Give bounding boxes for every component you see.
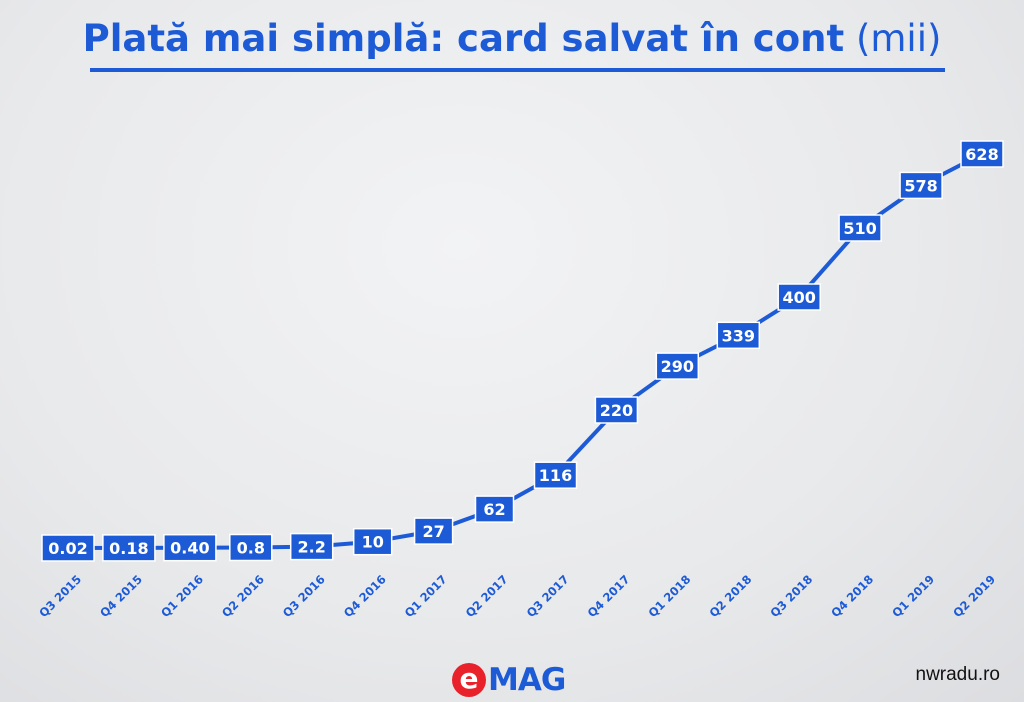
- data-point: 2.2: [289, 532, 334, 561]
- data-label: 10: [362, 533, 384, 552]
- chart-title: Plată mai simplă: card salvat în cont (m…: [0, 14, 1024, 64]
- data-point: 220: [594, 396, 639, 424]
- series-line-layer: [67, 152, 983, 550]
- data-label-box: [594, 396, 639, 424]
- data-label: 62: [483, 500, 505, 519]
- title-underline: [90, 68, 945, 72]
- x-tick-label: Q4 2018: [828, 572, 876, 620]
- x-tick-label: Q3 2017: [524, 572, 572, 620]
- data-label: 339: [722, 326, 755, 345]
- data-point: 400: [777, 283, 821, 311]
- data-point: 116: [533, 461, 578, 489]
- data-label-box: [41, 534, 95, 562]
- data-point: 0.40: [163, 533, 217, 562]
- data-point: 339: [716, 321, 761, 350]
- x-tick-label: Q2 2017: [463, 572, 511, 620]
- data-label-box: [229, 533, 273, 562]
- x-tick-label: Q2 2019: [950, 572, 998, 620]
- data-label: 510: [843, 219, 876, 238]
- data-point: 290: [655, 352, 700, 380]
- data-label-box: [289, 532, 334, 561]
- data-point: 10: [352, 527, 393, 556]
- data-label: 0.40: [170, 539, 209, 558]
- x-tick-label: Q2 2016: [219, 572, 267, 620]
- data-point: 0.8: [229, 533, 273, 562]
- data-label: 0.18: [109, 539, 148, 558]
- x-tick-label: Q3 2018: [767, 572, 815, 620]
- data-point: 510: [838, 214, 882, 242]
- emag-logo: e MAG: [452, 660, 566, 700]
- data-label-box: [716, 321, 761, 350]
- data-point: 628: [960, 140, 1004, 168]
- x-tick-label: Q4 2017: [585, 572, 633, 620]
- data-label: 0.02: [48, 539, 87, 558]
- data-label-box: [163, 533, 217, 562]
- data-point: 62: [474, 495, 515, 523]
- x-tick-label: Q1 2016: [158, 572, 206, 620]
- x-tick-label-layer: Q3 2015 Q4 2015 Q1 2016 Q2 2016 Q3 2016 Q4 20…: [36, 572, 998, 620]
- data-label-box: [838, 214, 882, 242]
- data-label-box: [474, 495, 515, 523]
- data-label: 116: [539, 466, 572, 485]
- data-label-box: [655, 352, 700, 380]
- logo-e-mark: e: [452, 663, 486, 697]
- series-line: [67, 152, 983, 550]
- data-label-box: [413, 517, 454, 545]
- x-tick-label: Q4 2016: [341, 572, 389, 620]
- data-label-box: [533, 461, 578, 489]
- data-label: 27: [422, 522, 444, 541]
- data-label: 220: [600, 401, 633, 420]
- data-label: 2.2: [298, 538, 326, 557]
- data-label-layer: 0.02 0.18 0.40 0.8 2.2 10 27 62 116 220 290 339 400 5…: [41, 140, 1004, 562]
- data-label-box: [352, 527, 393, 556]
- logo-wordmark: MAG: [488, 662, 566, 698]
- x-tick-label: Q1 2017: [402, 572, 450, 620]
- x-tick-label: Q1 2018: [645, 572, 693, 620]
- data-label-box: [777, 283, 821, 311]
- data-label: 400: [782, 288, 815, 307]
- data-point: 578: [899, 171, 943, 200]
- watermark: nwradu.ro: [915, 664, 1001, 685]
- data-point: 0.02: [41, 534, 95, 562]
- x-tick-label: Q1 2019: [889, 572, 937, 620]
- data-label: 290: [661, 357, 694, 376]
- data-label: 0.8: [237, 539, 265, 558]
- title-unit: (mii): [855, 17, 942, 60]
- x-tick-label: Q2 2018: [706, 572, 754, 620]
- x-tick-label: Q3 2015: [36, 572, 84, 620]
- data-label: 628: [965, 145, 998, 164]
- data-point: 27: [413, 517, 454, 545]
- data-label: 578: [904, 176, 937, 195]
- data-label-box: [899, 171, 943, 200]
- title-main: Plată mai simplă: card salvat în cont: [82, 17, 845, 60]
- x-tick-label: Q3 2016: [280, 572, 328, 620]
- data-label-box: [102, 534, 156, 562]
- x-tick-label: Q4 2015: [97, 572, 145, 620]
- data-label-box: [960, 140, 1004, 168]
- data-point: 0.18: [102, 534, 156, 562]
